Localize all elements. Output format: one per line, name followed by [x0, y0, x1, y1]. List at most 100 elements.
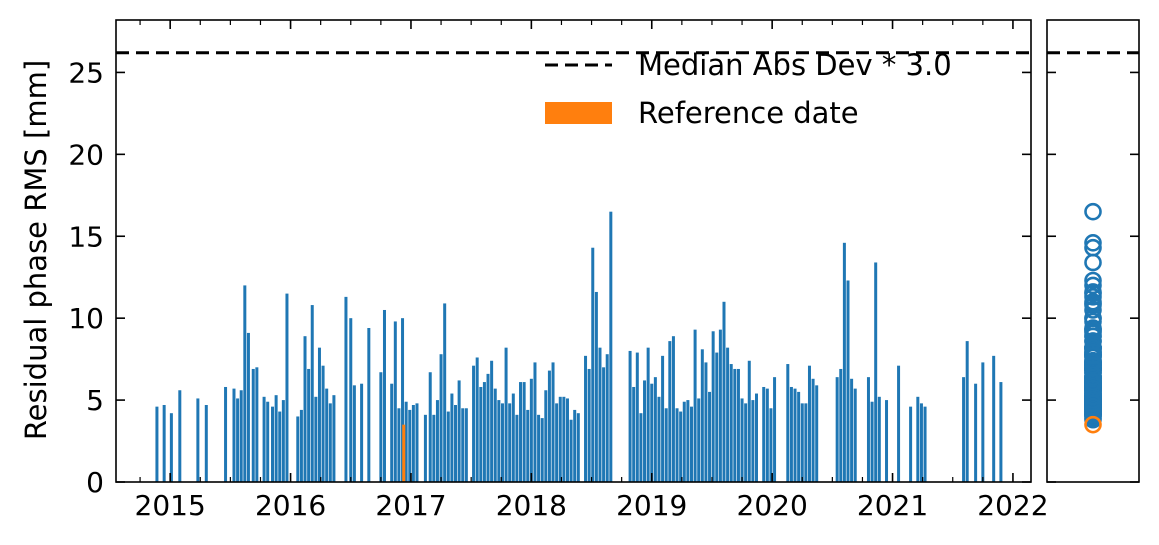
bar-148: [842, 242, 846, 482]
distribution-panel-ticks: [1047, 71, 1139, 483]
bar-69: [508, 403, 512, 482]
bar-151: [853, 388, 857, 482]
bar-34: [352, 385, 356, 482]
bar-27: [317, 347, 321, 482]
bar-126: [733, 368, 737, 482]
bar-71: [515, 414, 519, 482]
distribution-panel: [1046, 19, 1140, 483]
bar-56: [457, 380, 461, 482]
bar-117: [700, 349, 704, 482]
bar-92: [594, 291, 598, 482]
bar-116: [697, 398, 701, 482]
bar-104: [653, 377, 657, 482]
bar-35: [360, 383, 364, 482]
bar-96: [609, 211, 613, 482]
bar-25: [310, 305, 314, 482]
bar-94: [602, 367, 606, 482]
bar-37: [379, 372, 383, 482]
bar-100: [639, 413, 643, 482]
x-tick-label: 2016: [255, 489, 326, 522]
bar-30: [328, 403, 332, 482]
bar-136: [773, 377, 777, 482]
bar-74: [526, 409, 530, 482]
bar-76: [533, 362, 537, 482]
bar-88: [576, 413, 580, 482]
bar-97: [628, 350, 632, 482]
main-plot-area: 2015 2016 2017 2018 2019 2020 2021 2022 0 5 10 15 2…: [19, 19, 1049, 522]
bar-159: [916, 396, 920, 482]
x-tick-label: 2022: [977, 489, 1048, 522]
bar-31: [332, 395, 336, 482]
bar-49: [432, 414, 436, 482]
bar-42: [401, 318, 405, 482]
bar-64: [490, 360, 494, 482]
bar-67: [500, 403, 504, 482]
bar-153: [870, 401, 874, 482]
bar-55: [454, 405, 458, 482]
y-axis-label: Residual phase RMS [mm]: [19, 60, 53, 440]
bar-53: [446, 411, 450, 482]
bar-59: [472, 365, 476, 482]
distribution-point-92: [1084, 283, 1102, 301]
bar-152: [866, 377, 870, 482]
bar-155: [877, 396, 881, 482]
bar-81: [551, 362, 555, 482]
bar-15: [266, 401, 270, 482]
distribution-point-161: [1084, 397, 1102, 416]
bar-26: [314, 396, 318, 482]
bar-139: [793, 388, 797, 482]
bar-24: [307, 368, 311, 482]
bar-140: [797, 391, 801, 482]
distribution-point-123: [1084, 292, 1102, 311]
bar-166: [992, 355, 996, 482]
bar-115: [693, 329, 697, 482]
distribution-point-32: [1084, 288, 1102, 306]
bar-29: [325, 388, 329, 482]
bar-158: [909, 406, 913, 482]
distribution-point-167: [1084, 373, 1102, 391]
bar-120: [711, 331, 715, 482]
bar-147: [839, 368, 843, 482]
legend-reference-label: Reference date: [638, 96, 859, 130]
bar-8: [236, 398, 240, 482]
bar-82: [555, 403, 559, 482]
bar-157: [897, 365, 901, 482]
legend-mad-label: Median Abs Dev * 3.0: [638, 48, 952, 82]
bars-group: [155, 211, 1003, 482]
bar-21: [296, 416, 300, 482]
bar-78: [540, 418, 544, 482]
bar-2: [169, 413, 173, 482]
distribution-point-149: [1084, 271, 1102, 290]
bar-154: [874, 262, 878, 482]
bar-40: [393, 321, 397, 482]
bar-161: [923, 406, 927, 482]
bar-77: [537, 414, 541, 482]
bar-138: [789, 386, 793, 482]
bar-134: [765, 388, 769, 482]
x-tick-label: 2015: [135, 489, 206, 522]
bar-128: [740, 398, 744, 482]
bar-10: [243, 285, 247, 482]
bar-36: [367, 328, 371, 482]
distribution-point-96: [1084, 202, 1102, 221]
distribution-point-165: [1084, 353, 1102, 372]
x-tick-label: 2021: [857, 489, 928, 522]
y-tick-label: 0: [86, 466, 104, 499]
distribution-point-166: [1084, 347, 1102, 365]
bar-125: [729, 364, 733, 482]
bar-163: [965, 341, 969, 482]
bar-43: [404, 401, 408, 482]
bar-41: [397, 408, 401, 482]
bar-14: [262, 396, 266, 482]
bar-113: [686, 400, 690, 482]
main-plot-frame: [115, 19, 1032, 483]
bar-83: [558, 396, 562, 482]
bar-127: [736, 368, 740, 482]
bar-87: [573, 409, 577, 482]
bar-119: [708, 391, 712, 482]
bar-165: [981, 362, 985, 482]
y-tick-label: 20: [68, 138, 104, 171]
bar-122: [718, 329, 722, 482]
bar-164: [974, 383, 978, 482]
bar-68: [504, 347, 508, 482]
